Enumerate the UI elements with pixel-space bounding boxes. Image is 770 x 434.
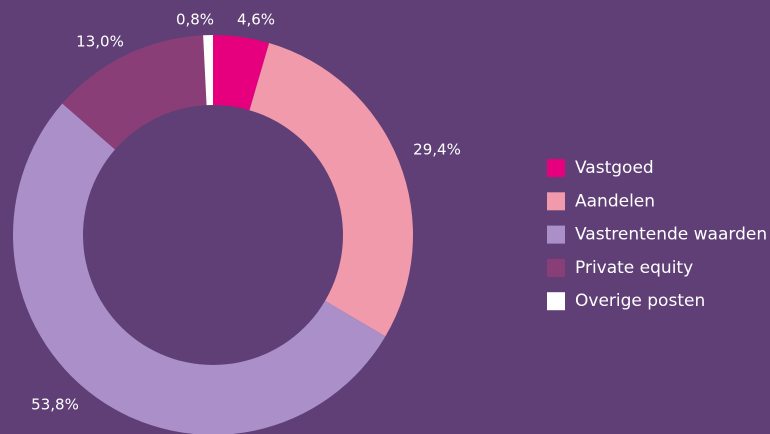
legend-swatch [547,159,565,177]
legend-swatch [547,258,565,277]
donut-slice [249,43,413,337]
donut-slice [13,103,386,434]
legend-swatch [547,192,565,211]
data-label: 53,8% [31,396,79,414]
legend-label: Vastgoed [575,158,654,178]
legend-label: Aandelen [575,191,655,211]
donut-slice [62,35,207,150]
legend-swatch [547,225,565,244]
data-label: 13,0% [76,33,124,51]
legend-label: Private equity [575,258,693,278]
data-label: 0,8% [176,11,214,29]
donut-slice [213,35,270,111]
data-label: 4,6% [237,11,275,29]
legend-label: Vastrentende waarden [575,225,767,245]
data-label: 29,4% [413,141,461,159]
donut-slice [203,35,213,106]
legend-label: Overige posten [575,291,705,311]
legend-swatch [547,292,565,311]
